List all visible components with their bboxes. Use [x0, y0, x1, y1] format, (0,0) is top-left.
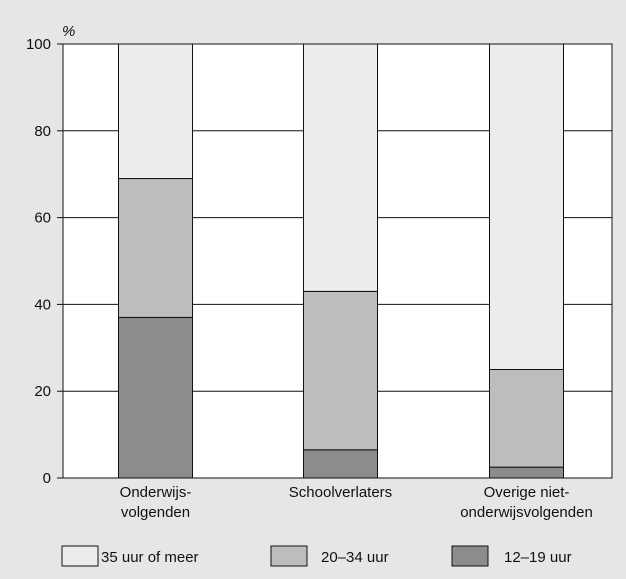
x-category-label-0-line-0: Onderwijs- — [120, 484, 192, 501]
y-tick-label-20: 20 — [34, 383, 51, 400]
y-tick-label-40: 40 — [34, 296, 51, 313]
y-axis-unit-label: % — [62, 23, 75, 40]
x-axis-labels: Onderwijs-volgenden Schoolverlaters Overig… — [120, 484, 593, 521]
bar-segment-cat0-series2 — [118, 43, 193, 180]
legend-label-2: 12–19 uur — [504, 549, 572, 566]
bar-segment-cat0-series0 — [118, 316, 193, 479]
legend-label-0: 35 uur of meer — [101, 549, 199, 566]
bar-segment-cat0-series1 — [118, 178, 193, 318]
legend-label-1: 20–34 uur — [321, 549, 389, 566]
bars — [118, 43, 564, 479]
y-axis-ticks: 0 20 40 60 80 100 — [26, 36, 51, 487]
legend-swatch-2 — [451, 545, 489, 567]
bar-segment-cat2-series1 — [489, 369, 564, 468]
bar-segment-cat2-series2 — [489, 43, 564, 370]
legend: 35 uur of meer 20–34 uur 12–19 uur — [61, 545, 572, 567]
y-tick-label-80: 80 — [34, 123, 51, 140]
x-category-label-2-line-1: onderwijsvolgenden — [460, 504, 593, 521]
x-category-label-2-line-0: Overige niet- — [484, 484, 570, 501]
plot-frame — [57, 43, 613, 479]
x-category-label-0-line-1: volgenden — [121, 504, 190, 521]
bar-segment-cat1-series1 — [303, 290, 378, 451]
legend-swatch-0 — [61, 545, 99, 567]
y-tick-label-0: 0 — [43, 470, 51, 487]
plot-border — [62, 43, 613, 479]
legend-swatch-1 — [270, 545, 308, 567]
y-tick-label-60: 60 — [34, 210, 51, 227]
bar-segment-cat1-series2 — [303, 43, 378, 292]
bar-segment-cat1-series0 — [303, 449, 378, 479]
y-tick-label-100: 100 — [26, 36, 51, 53]
x-category-label-1-line-0: Schoolverlaters — [289, 484, 392, 501]
bar-segment-cat2-series0 — [489, 466, 564, 479]
